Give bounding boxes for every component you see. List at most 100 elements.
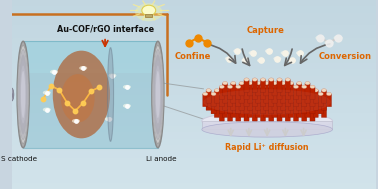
- Ellipse shape: [239, 89, 244, 92]
- Ellipse shape: [17, 46, 29, 143]
- FancyBboxPatch shape: [228, 101, 232, 114]
- Ellipse shape: [324, 40, 334, 45]
- Bar: [12, 126, 376, 132]
- FancyBboxPatch shape: [318, 94, 323, 107]
- FancyBboxPatch shape: [310, 108, 315, 121]
- Ellipse shape: [280, 96, 285, 99]
- Bar: [12, 101, 376, 107]
- Ellipse shape: [228, 99, 232, 103]
- Ellipse shape: [228, 107, 232, 110]
- Bar: [12, 32, 376, 38]
- Ellipse shape: [260, 78, 266, 81]
- Bar: [12, 145, 376, 151]
- FancyBboxPatch shape: [236, 94, 241, 107]
- Bar: [202, 121, 332, 129]
- Ellipse shape: [269, 99, 274, 103]
- FancyBboxPatch shape: [252, 101, 257, 114]
- Bar: [12, 176, 376, 183]
- Text: Capture: Capture: [246, 26, 284, 35]
- FancyBboxPatch shape: [305, 105, 310, 117]
- FancyBboxPatch shape: [252, 94, 257, 107]
- Ellipse shape: [225, 57, 233, 61]
- FancyBboxPatch shape: [285, 94, 290, 107]
- Ellipse shape: [265, 49, 273, 53]
- FancyBboxPatch shape: [272, 98, 277, 110]
- Ellipse shape: [20, 65, 26, 124]
- Ellipse shape: [233, 49, 241, 53]
- FancyBboxPatch shape: [293, 94, 299, 107]
- FancyBboxPatch shape: [228, 87, 232, 99]
- Ellipse shape: [260, 99, 266, 103]
- FancyBboxPatch shape: [206, 98, 211, 110]
- FancyBboxPatch shape: [288, 98, 294, 110]
- FancyBboxPatch shape: [260, 101, 266, 114]
- Ellipse shape: [327, 92, 332, 96]
- FancyBboxPatch shape: [214, 105, 219, 117]
- Ellipse shape: [18, 49, 28, 140]
- Ellipse shape: [321, 103, 327, 106]
- FancyBboxPatch shape: [280, 98, 285, 110]
- Ellipse shape: [285, 92, 290, 96]
- Ellipse shape: [153, 55, 163, 134]
- Ellipse shape: [318, 92, 323, 96]
- Bar: [12, 183, 376, 189]
- FancyBboxPatch shape: [211, 101, 216, 114]
- Ellipse shape: [19, 55, 28, 134]
- FancyBboxPatch shape: [321, 91, 327, 103]
- Ellipse shape: [260, 107, 266, 110]
- FancyBboxPatch shape: [293, 108, 299, 121]
- Bar: [12, 139, 376, 145]
- Ellipse shape: [285, 99, 290, 103]
- Ellipse shape: [223, 96, 228, 99]
- Ellipse shape: [264, 96, 269, 99]
- Ellipse shape: [313, 103, 318, 106]
- FancyBboxPatch shape: [223, 105, 228, 117]
- Ellipse shape: [135, 3, 163, 21]
- Ellipse shape: [277, 107, 282, 110]
- FancyBboxPatch shape: [285, 108, 290, 121]
- Ellipse shape: [236, 92, 241, 96]
- Ellipse shape: [264, 103, 269, 106]
- Ellipse shape: [153, 50, 163, 139]
- Ellipse shape: [247, 103, 253, 106]
- Bar: [12, 151, 376, 157]
- FancyBboxPatch shape: [269, 80, 274, 92]
- FancyBboxPatch shape: [214, 91, 219, 103]
- FancyBboxPatch shape: [305, 91, 310, 103]
- FancyBboxPatch shape: [305, 98, 310, 110]
- FancyBboxPatch shape: [219, 87, 225, 99]
- Bar: [12, 76, 376, 82]
- Ellipse shape: [285, 107, 290, 110]
- FancyBboxPatch shape: [256, 105, 260, 117]
- Ellipse shape: [288, 81, 294, 85]
- Ellipse shape: [72, 119, 80, 123]
- FancyBboxPatch shape: [247, 105, 253, 117]
- Ellipse shape: [231, 81, 236, 85]
- Ellipse shape: [321, 96, 327, 99]
- Ellipse shape: [318, 99, 323, 103]
- FancyBboxPatch shape: [297, 105, 302, 117]
- FancyBboxPatch shape: [256, 98, 260, 110]
- Ellipse shape: [313, 96, 318, 99]
- Ellipse shape: [252, 78, 257, 81]
- FancyBboxPatch shape: [231, 83, 236, 96]
- FancyBboxPatch shape: [310, 87, 315, 99]
- FancyBboxPatch shape: [280, 105, 285, 117]
- FancyBboxPatch shape: [244, 108, 249, 121]
- Ellipse shape: [277, 99, 282, 103]
- FancyBboxPatch shape: [223, 91, 228, 103]
- Ellipse shape: [305, 89, 310, 92]
- FancyBboxPatch shape: [297, 83, 302, 96]
- FancyBboxPatch shape: [260, 80, 266, 92]
- Ellipse shape: [43, 91, 51, 95]
- Ellipse shape: [223, 81, 228, 85]
- FancyBboxPatch shape: [264, 91, 269, 103]
- FancyBboxPatch shape: [280, 91, 285, 103]
- FancyBboxPatch shape: [293, 87, 299, 99]
- FancyBboxPatch shape: [244, 94, 249, 107]
- Ellipse shape: [21, 71, 25, 118]
- Ellipse shape: [310, 107, 315, 110]
- Ellipse shape: [285, 85, 290, 88]
- FancyBboxPatch shape: [236, 108, 241, 121]
- Ellipse shape: [257, 58, 265, 63]
